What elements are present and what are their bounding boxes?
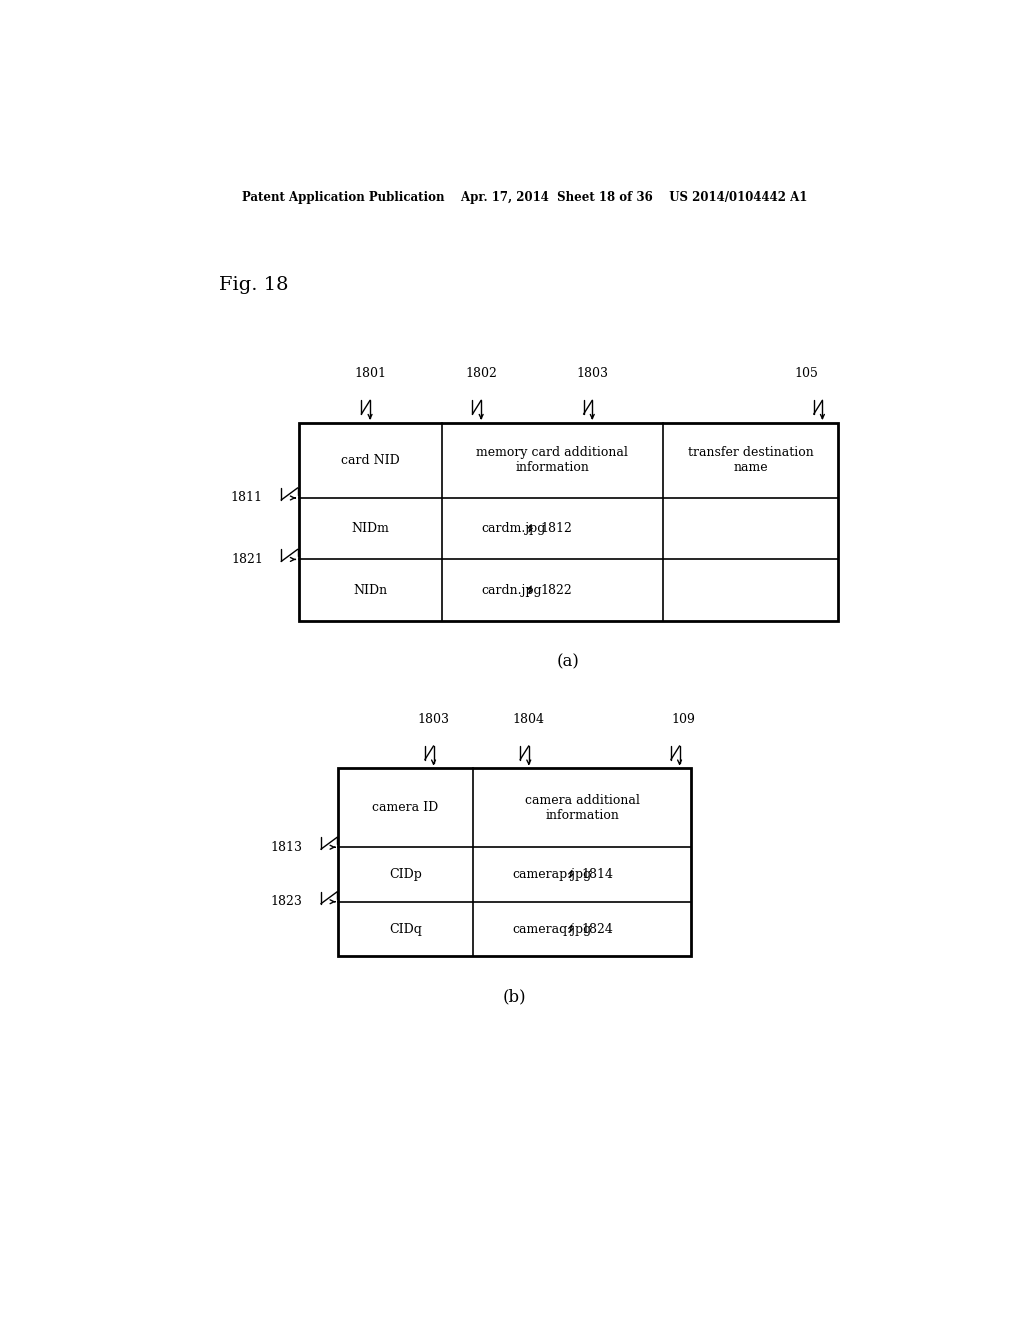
Text: NIDm: NIDm: [351, 523, 389, 535]
Text: camerap.jpg: camerap.jpg: [512, 869, 591, 880]
Text: Patent Application Publication    Apr. 17, 2014  Sheet 18 of 36    US 2014/01044: Patent Application Publication Apr. 17, …: [242, 190, 808, 203]
Text: 109: 109: [672, 713, 695, 726]
Text: 1811: 1811: [230, 491, 263, 504]
Text: CIDp: CIDp: [389, 869, 422, 880]
Text: cardn.jpg: cardn.jpg: [481, 583, 542, 597]
Text: CIDq: CIDq: [389, 923, 422, 936]
Text: camera ID: camera ID: [373, 801, 438, 814]
Text: cameraq.jpg: cameraq.jpg: [512, 923, 591, 936]
Bar: [299, 422, 839, 620]
Text: (b): (b): [503, 989, 526, 1006]
Text: camera additional
information: camera additional information: [524, 793, 639, 822]
Text: 1821: 1821: [231, 553, 263, 566]
Text: (a): (a): [557, 653, 580, 671]
Text: cardm.jpg: cardm.jpg: [481, 523, 546, 535]
Text: 1824: 1824: [582, 923, 613, 936]
Text: 1801: 1801: [354, 367, 386, 380]
Text: card NID: card NID: [341, 454, 399, 467]
Text: 1804: 1804: [513, 713, 545, 726]
Text: 1822: 1822: [541, 583, 572, 597]
Text: 1812: 1812: [541, 523, 572, 535]
Text: Fig. 18: Fig. 18: [219, 276, 289, 294]
Bar: [338, 768, 691, 956]
Text: 1814: 1814: [582, 869, 613, 880]
Text: memory card additional
information: memory card additional information: [476, 446, 628, 474]
Text: 105: 105: [795, 367, 818, 380]
Text: 1823: 1823: [270, 895, 303, 908]
Text: 1813: 1813: [270, 841, 303, 854]
Text: 1802: 1802: [465, 367, 497, 380]
Text: 1803: 1803: [577, 367, 608, 380]
Text: 1803: 1803: [418, 713, 450, 726]
Text: NIDn: NIDn: [353, 583, 387, 597]
Text: transfer destination
name: transfer destination name: [688, 446, 813, 474]
